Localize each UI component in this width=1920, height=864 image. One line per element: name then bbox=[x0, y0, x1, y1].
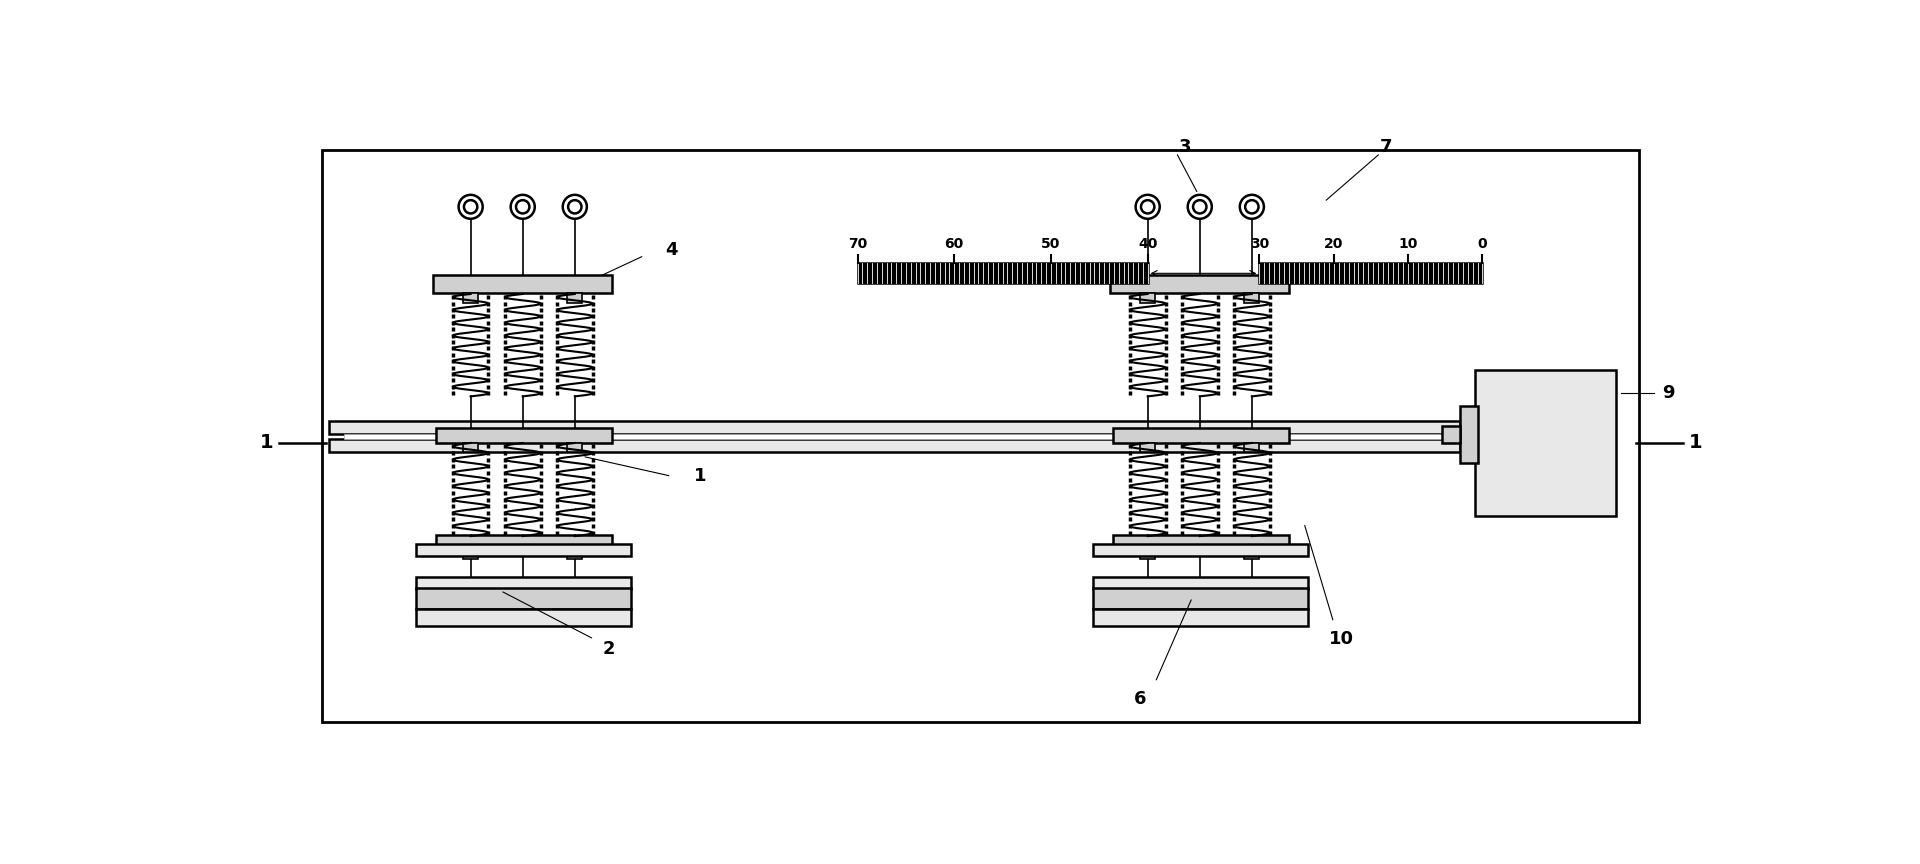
Text: 6: 6 bbox=[1135, 690, 1146, 708]
Bar bbox=[1140, 443, 1156, 452]
Bar bbox=[1092, 577, 1308, 589]
Bar bbox=[463, 550, 478, 559]
Ellipse shape bbox=[568, 200, 582, 213]
Text: 1: 1 bbox=[693, 467, 707, 486]
Bar bbox=[1092, 609, 1308, 626]
Bar bbox=[1114, 535, 1288, 550]
Text: 40: 40 bbox=[1139, 238, 1158, 251]
Text: 30: 30 bbox=[1250, 238, 1269, 251]
Text: 7: 7 bbox=[1379, 138, 1392, 156]
Text: 70: 70 bbox=[849, 238, 868, 251]
Text: 60: 60 bbox=[945, 238, 964, 251]
Bar bbox=[1244, 443, 1260, 452]
Bar bbox=[1110, 275, 1288, 293]
Text: 9: 9 bbox=[1663, 384, 1674, 402]
Bar bbox=[1092, 588, 1308, 609]
Text: 10: 10 bbox=[1329, 630, 1354, 648]
Bar bbox=[1244, 550, 1260, 559]
Ellipse shape bbox=[459, 194, 482, 219]
Text: 1: 1 bbox=[1688, 434, 1701, 453]
Bar bbox=[436, 535, 612, 550]
Ellipse shape bbox=[1188, 194, 1212, 219]
Ellipse shape bbox=[465, 200, 478, 213]
Bar bbox=[330, 421, 1461, 435]
Bar bbox=[568, 550, 582, 559]
Bar bbox=[1260, 264, 1482, 283]
Bar bbox=[568, 443, 582, 452]
Ellipse shape bbox=[516, 200, 530, 213]
Bar bbox=[1459, 406, 1478, 463]
Text: 2: 2 bbox=[603, 640, 614, 658]
Text: 20: 20 bbox=[1325, 238, 1344, 251]
Bar bbox=[1475, 370, 1617, 516]
Bar bbox=[415, 588, 632, 609]
Bar bbox=[415, 609, 632, 626]
Bar bbox=[858, 264, 1148, 283]
Bar bbox=[323, 150, 1640, 722]
Bar bbox=[1140, 550, 1156, 559]
Text: 50: 50 bbox=[1041, 238, 1060, 251]
Bar bbox=[463, 443, 478, 452]
Bar bbox=[434, 275, 612, 293]
Ellipse shape bbox=[1192, 200, 1206, 213]
Text: 3: 3 bbox=[1179, 138, 1190, 156]
Ellipse shape bbox=[511, 194, 536, 219]
Text: 1: 1 bbox=[259, 434, 273, 453]
Bar bbox=[568, 293, 582, 302]
Bar bbox=[463, 293, 478, 302]
Bar bbox=[1114, 429, 1288, 443]
Text: 0: 0 bbox=[1478, 238, 1488, 251]
Bar bbox=[1244, 293, 1260, 302]
Bar bbox=[415, 544, 632, 556]
Ellipse shape bbox=[1246, 200, 1258, 213]
Text: 10: 10 bbox=[1398, 238, 1417, 251]
Bar bbox=[344, 435, 1446, 439]
Bar bbox=[1092, 544, 1308, 556]
Bar bbox=[436, 429, 612, 443]
Ellipse shape bbox=[1135, 194, 1160, 219]
Bar bbox=[1442, 426, 1459, 443]
Ellipse shape bbox=[563, 194, 588, 219]
Ellipse shape bbox=[1140, 200, 1154, 213]
Bar bbox=[415, 577, 632, 589]
Ellipse shape bbox=[1240, 194, 1263, 219]
Text: 4: 4 bbox=[664, 241, 678, 259]
Bar bbox=[330, 439, 1461, 452]
Bar bbox=[1140, 293, 1156, 302]
